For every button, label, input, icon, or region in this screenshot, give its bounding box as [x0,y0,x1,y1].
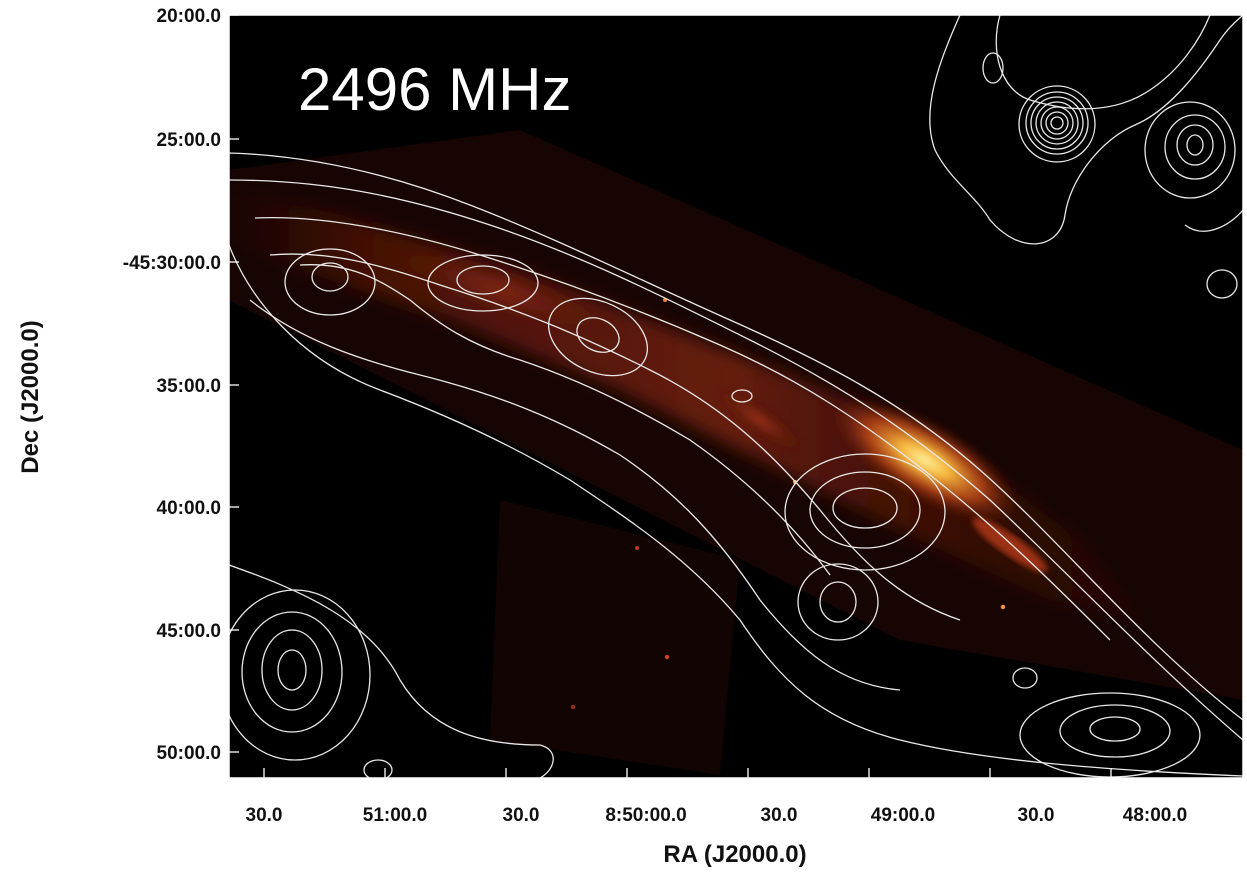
y-tick-label: 50:00.0 [157,743,221,764]
x-tick-label: 30.0 [246,805,283,826]
y-tick-labels: 20:00.0 25:00.0 -45:30:00.0 35:00.0 40:0… [123,6,221,764]
emission-image [229,130,1243,775]
plot-frame [228,14,1244,779]
x-tick-label: 8:50:00.0 [605,805,686,826]
frequency-label: 2496 MHz [298,56,571,123]
tick-marks [229,14,1112,778]
x-tick-label: 30.0 [503,805,540,826]
x-tick-label: 48:00.0 [1123,805,1187,826]
x-tick-label: 30.0 [761,805,798,826]
compact-radio-source [1018,85,1096,163]
y-tick-label: 20:00.0 [157,6,221,27]
x-tick-label: 49:00.0 [871,805,935,826]
y-tick-label: -45:30:00.0 [123,253,221,274]
x-tick-label: 51:00.0 [363,805,427,826]
y-tick-label: 25:00.0 [157,130,221,151]
y-tick-label: 35:00.0 [157,376,221,397]
bright-emission-core [827,395,1023,525]
x-tick-label: 30.0 [1018,805,1055,826]
y-tick-label: 40:00.0 [157,498,221,519]
radio-contours [229,15,1243,778]
x-tick-labels: 30.0 51:00.0 30.0 8:50:00.0 30.0 49:00.0… [246,805,1188,826]
x-axis-title: RA (J2000.0) [663,841,806,868]
y-axis-title: Dec (J2000.0) [17,320,44,473]
y-tick-label: 45:00.0 [157,621,221,642]
